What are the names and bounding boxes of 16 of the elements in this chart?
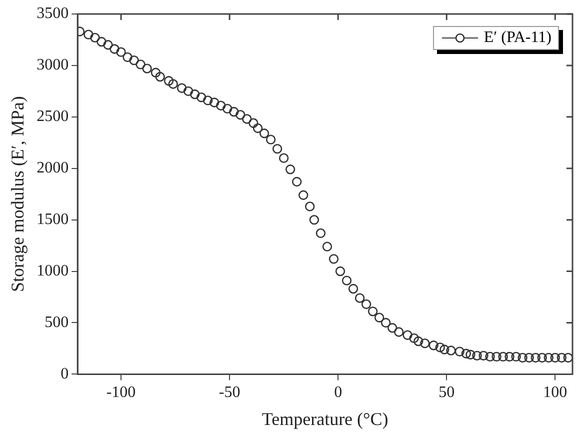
y-tick-label: 1500 bbox=[36, 211, 69, 228]
y-tick-label: 1000 bbox=[36, 262, 69, 280]
x-tick-label: -50 bbox=[218, 384, 240, 402]
y-tick-label: 500 bbox=[44, 314, 69, 331]
y-tick-label: 3500 bbox=[36, 5, 69, 22]
x-axis-title: Temperature (°C) bbox=[262, 408, 388, 429]
y-tick-label: 3000 bbox=[36, 56, 69, 74]
y-tick-label: 2500 bbox=[36, 108, 69, 126]
x-tick-label: 50 bbox=[438, 384, 455, 402]
y-axis-title: Storage modulus (E′, MPa) bbox=[8, 96, 28, 292]
x-tick-label: 100 bbox=[543, 384, 568, 402]
x-tick-label: -100 bbox=[106, 384, 136, 402]
x-tick-label: 0 bbox=[334, 384, 342, 402]
y-tick-label: 0 bbox=[60, 365, 69, 382]
y-tick-label: 2000 bbox=[36, 160, 69, 177]
legend-label: E′ (PA-11) bbox=[484, 29, 552, 47]
